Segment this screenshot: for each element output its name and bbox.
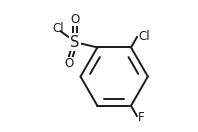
Text: Cl: Cl xyxy=(52,22,64,35)
Text: Cl: Cl xyxy=(138,30,150,43)
Text: S: S xyxy=(70,35,80,50)
Text: F: F xyxy=(138,111,145,124)
Text: O: O xyxy=(70,13,80,25)
Text: O: O xyxy=(64,57,74,70)
